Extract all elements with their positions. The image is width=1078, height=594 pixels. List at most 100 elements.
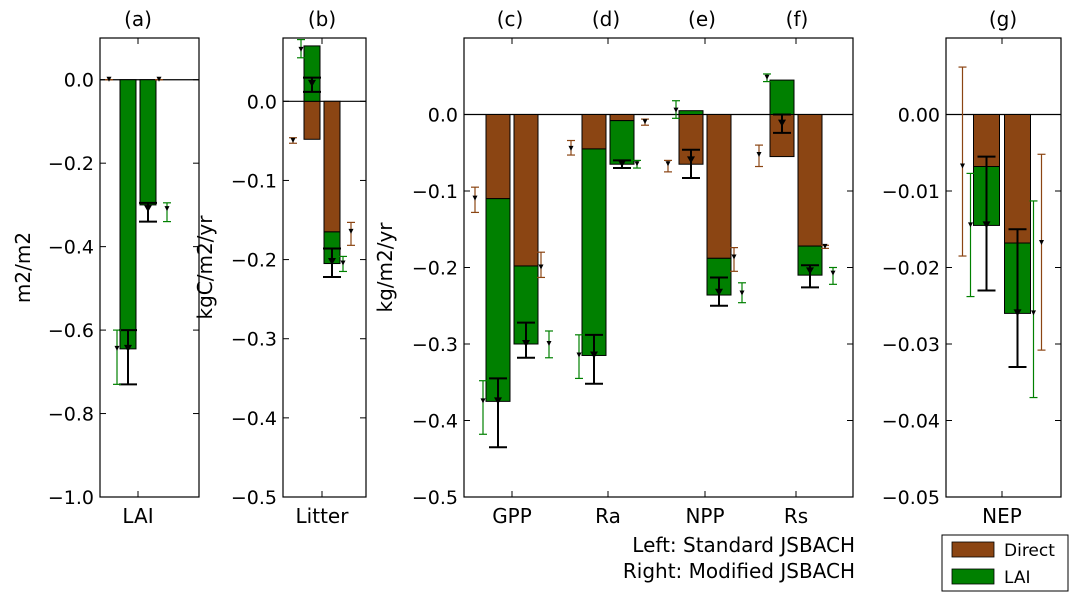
x-tick-label: NPP <box>685 504 724 528</box>
plot-frame <box>282 37 367 498</box>
panel-1: 0.0 −0.1 −0.2 −0.3 −0.4 −0.5 kgC/m2/yr (b) Litte… <box>193 7 367 528</box>
mean-marker <box>715 288 723 296</box>
y-tick-label: −0.05 <box>882 487 940 509</box>
side-mean-marker <box>114 345 120 351</box>
panel-title: (e) <box>688 7 716 31</box>
legend: Direct LAI <box>941 534 1069 592</box>
bar-direct <box>1004 114 1031 244</box>
mean-marker <box>982 221 991 229</box>
side-mean-marker <box>764 74 770 80</box>
mean-marker <box>590 351 598 359</box>
bar-lai <box>769 79 795 115</box>
y-tick-label: −0.3 <box>231 329 277 351</box>
bar-lai <box>609 120 635 165</box>
side-mean-marker <box>348 228 354 234</box>
panels: 0.0 −0.2 −0.4 −0.6 −0.8 −1.0 m2/m2 (a) LAI 0.0 −0.… <box>11 7 1062 528</box>
side-mean-marker <box>822 243 828 249</box>
mean-marker <box>687 156 695 164</box>
mean-marker <box>328 257 336 265</box>
side-mean-marker <box>164 206 170 212</box>
y-axis-label: m2/m2 <box>11 232 35 303</box>
legend-label-direct: Direct <box>1004 541 1055 561</box>
panel-title: (d) <box>592 7 620 31</box>
y-tick-label: −0.01 <box>882 181 940 203</box>
y-tick-label: −0.04 <box>882 411 940 433</box>
side-mean-marker <box>673 107 679 113</box>
method-note: Left: Standard JSBACH Right: Modified JS… <box>623 533 855 583</box>
bar-lai <box>678 110 704 116</box>
side-mean-marker <box>472 195 478 201</box>
x-tick-label: Litter <box>296 504 350 528</box>
side-mean-marker <box>665 161 671 167</box>
panel-2: 0.0 −0.1 −0.2 −0.3 −0.4 −0.5 kg/m2/yr (c) (d) (e)… <box>373 7 854 528</box>
y-tick-label: −0.4 <box>48 237 94 259</box>
y-tick-label: −0.2 <box>412 258 458 280</box>
side-mean-marker <box>298 46 304 52</box>
y-tick-label: 0.00 <box>898 105 940 127</box>
panel-title: (a) <box>124 7 152 31</box>
bar-direct <box>323 100 341 233</box>
note-line2: Right: Modified JSBACH <box>623 559 855 583</box>
side-mean-marker <box>568 145 574 151</box>
y-tick-label: −0.2 <box>48 153 94 175</box>
side-mean-marker <box>634 161 640 167</box>
bar-direct <box>513 114 539 267</box>
y-tick-label: −0.2 <box>231 250 277 272</box>
bar-lai <box>139 79 157 206</box>
panel-0: 0.0 −0.2 −0.4 −0.6 −0.8 −1.0 m2/m2 (a) LAI <box>11 7 200 528</box>
bar-lai <box>485 198 511 402</box>
mean-marker <box>778 119 786 127</box>
bar-direct <box>706 114 732 259</box>
mean-marker <box>522 340 530 347</box>
side-mean-marker <box>1039 240 1044 246</box>
panel-title: (g) <box>989 7 1017 31</box>
y-tick-label: −0.6 <box>48 320 94 342</box>
mean-marker <box>144 205 152 213</box>
y-tick-label: 0.0 <box>428 105 458 127</box>
y-tick-label: 0.0 <box>247 91 277 113</box>
side-mean-marker <box>538 264 544 270</box>
side-mean-marker <box>290 137 296 143</box>
side-mean-marker <box>830 270 836 276</box>
side-mean-marker <box>340 260 346 266</box>
y-axis-label: kg/m2/yr <box>373 222 397 313</box>
y-tick-label: −0.5 <box>231 487 277 509</box>
y-tick-label: −0.5 <box>412 487 458 509</box>
y-tick-label: 0.0 <box>64 70 94 92</box>
bar-direct <box>581 114 607 150</box>
y-tick-label: −0.02 <box>882 258 940 280</box>
side-mean-marker <box>739 290 745 296</box>
side-mean-marker <box>1031 310 1036 316</box>
side-mean-marker <box>642 119 648 125</box>
side-mean-marker <box>546 341 552 346</box>
y-axis-label: kgC/m2/yr <box>193 215 217 320</box>
x-tick-label: LAI <box>122 504 153 528</box>
y-tick-label: −0.03 <box>882 334 940 356</box>
bar-direct <box>485 114 511 200</box>
bar-direct <box>797 114 823 247</box>
y-tick-label: −0.4 <box>412 411 458 433</box>
y-tick-label: −1.0 <box>48 487 94 509</box>
plot-frame <box>945 37 1062 498</box>
side-mean-marker <box>106 76 112 82</box>
y-tick-label: −0.8 <box>48 404 94 426</box>
side-mean-marker <box>968 222 973 228</box>
side-mean-marker <box>480 398 486 404</box>
panel-title: (c) <box>497 7 524 31</box>
x-tick-label: Ra <box>595 504 621 528</box>
side-mean-marker <box>156 76 162 82</box>
mean-marker <box>494 397 502 405</box>
panel-title: (f) <box>786 7 809 31</box>
bar-lai <box>119 79 137 350</box>
panel-3: 0.00 −0.01 −0.02 −0.03 −0.04 −0.05 (g) NEP <box>882 7 1062 528</box>
note-line1: Left: Standard JSBACH <box>632 533 855 557</box>
y-tick-label: −0.1 <box>231 170 277 192</box>
x-tick-label: GPP <box>492 504 532 528</box>
bar-lai <box>581 148 607 356</box>
side-mean-marker <box>731 254 737 260</box>
x-tick-label: NEP <box>982 504 1022 528</box>
bar-lai <box>303 45 321 102</box>
side-mean-marker <box>960 163 965 169</box>
y-tick-label: −0.4 <box>231 408 277 430</box>
